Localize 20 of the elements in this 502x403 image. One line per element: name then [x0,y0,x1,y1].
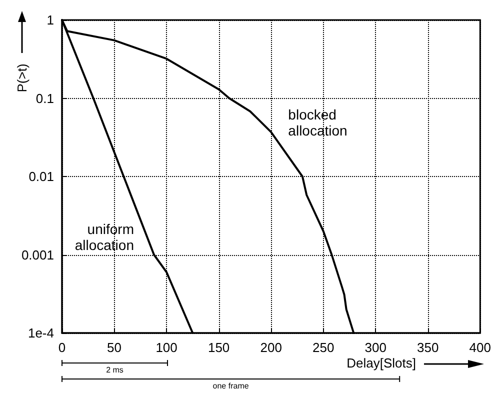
y-tick-label: 0.01 [28,169,54,184]
x-tick-label: 300 [364,340,386,355]
x-tick-label: 200 [260,340,282,355]
y-tick-label: 0.1 [36,90,54,106]
x-tick-label: 400 [469,340,492,355]
y-axis-title: P(>t) [14,64,30,92]
x-tick-label: 250 [312,340,334,355]
x-tick-label: 0 [58,340,66,355]
x-tick-label: 50 [107,340,122,355]
text: 2 ms [106,366,124,374]
text: one frame [212,382,250,390]
x-tick-label: 350 [417,340,439,355]
x-tick-label: 100 [156,340,178,355]
y-tick-label: 0.001 [21,247,54,262]
series-label: uniform allocation [74,220,134,253]
x-axis-title: Delay[Slots] [346,356,416,370]
series-label: blocked allocation [288,106,348,138]
x-tick-label: 150 [208,340,230,355]
y-tick-label: 1e-4 [28,326,54,340]
y-tick-label: 1 [46,12,54,28]
